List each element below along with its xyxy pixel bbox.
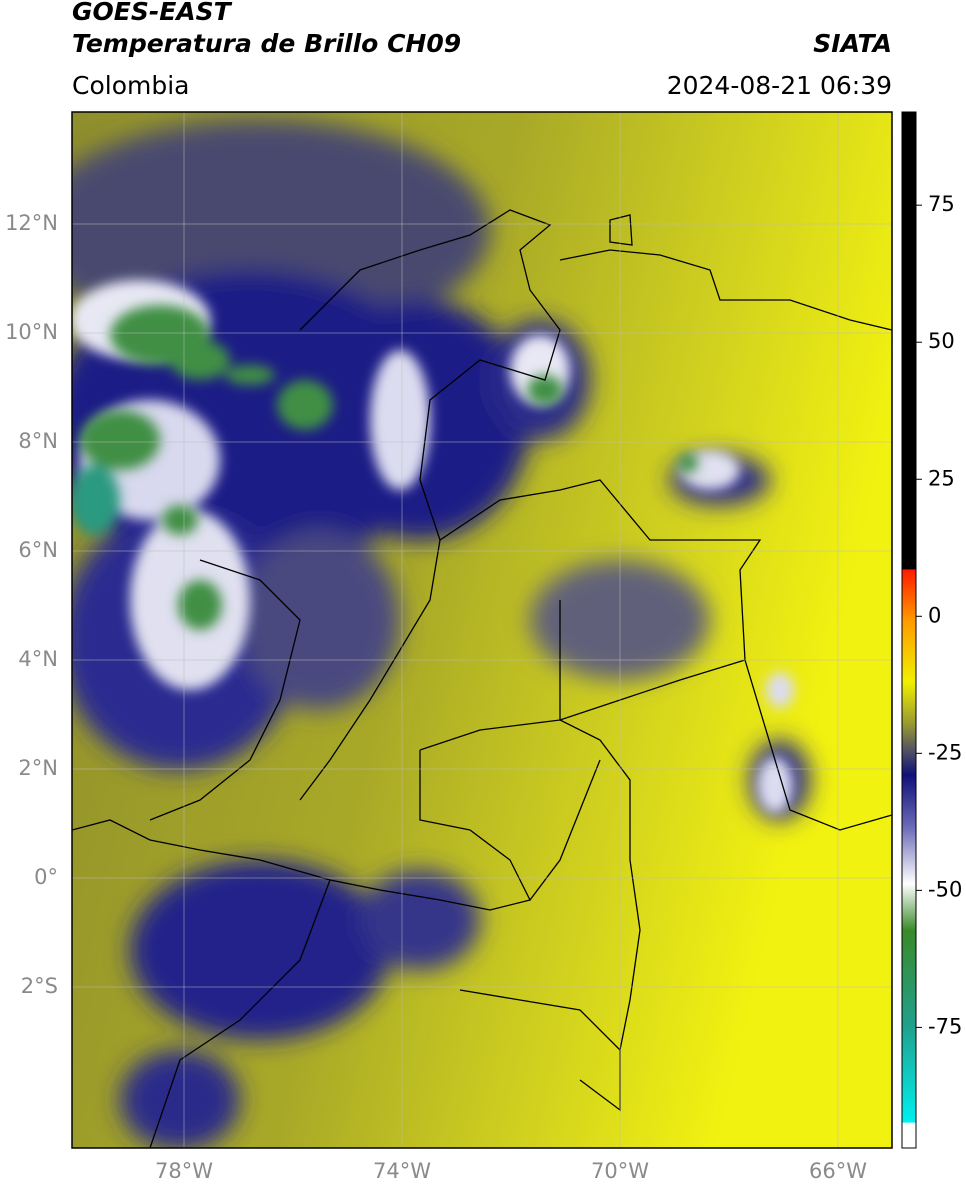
colorbar-tick-label: -75 — [928, 1014, 962, 1038]
lon-label: 78°W — [155, 1159, 213, 1183]
lon-label: 66°W — [809, 1159, 867, 1183]
subtitle: Temperatura de Brillo CH09 — [72, 29, 461, 58]
colorbar-tick-label: 75 — [928, 192, 955, 216]
graticule: 12°N 10°N 8°N 6°N 4°N 2°N 0° 2°S 78°W 74°W 70°W 66°… — [5, 112, 892, 1183]
lat-label: 0° — [34, 865, 58, 889]
lon-label: 74°W — [373, 1159, 431, 1183]
colorbar — [901, 111, 917, 1149]
lon-label: 70°W — [591, 1159, 649, 1183]
source: SIATA — [813, 29, 892, 58]
colorbar-tick-label: -25 — [928, 740, 962, 764]
map-frame — [71, 111, 893, 1149]
borders — [72, 209, 892, 1148]
satellite-image — [72, 112, 892, 1148]
colorbar-tick-label: 0 — [928, 603, 941, 627]
colorbar-tick-label: -50 — [928, 877, 962, 901]
lat-label: 12°N — [5, 211, 58, 235]
lat-label: 10°N — [5, 320, 58, 344]
colorbar-tick-label: 25 — [928, 466, 955, 490]
region: Colombia — [72, 71, 189, 100]
lat-label: 4°N — [18, 647, 58, 671]
lat-label: 2°S — [21, 974, 58, 998]
lat-label: 8°N — [18, 429, 58, 453]
lat-label: 2°N — [18, 756, 58, 780]
title: GOES-EAST — [72, 0, 233, 26]
colorbar-tick-label: 50 — [928, 329, 955, 353]
lat-label: 6°N — [18, 538, 58, 562]
timestamp: 2024-08-21 06:39 — [667, 71, 892, 100]
